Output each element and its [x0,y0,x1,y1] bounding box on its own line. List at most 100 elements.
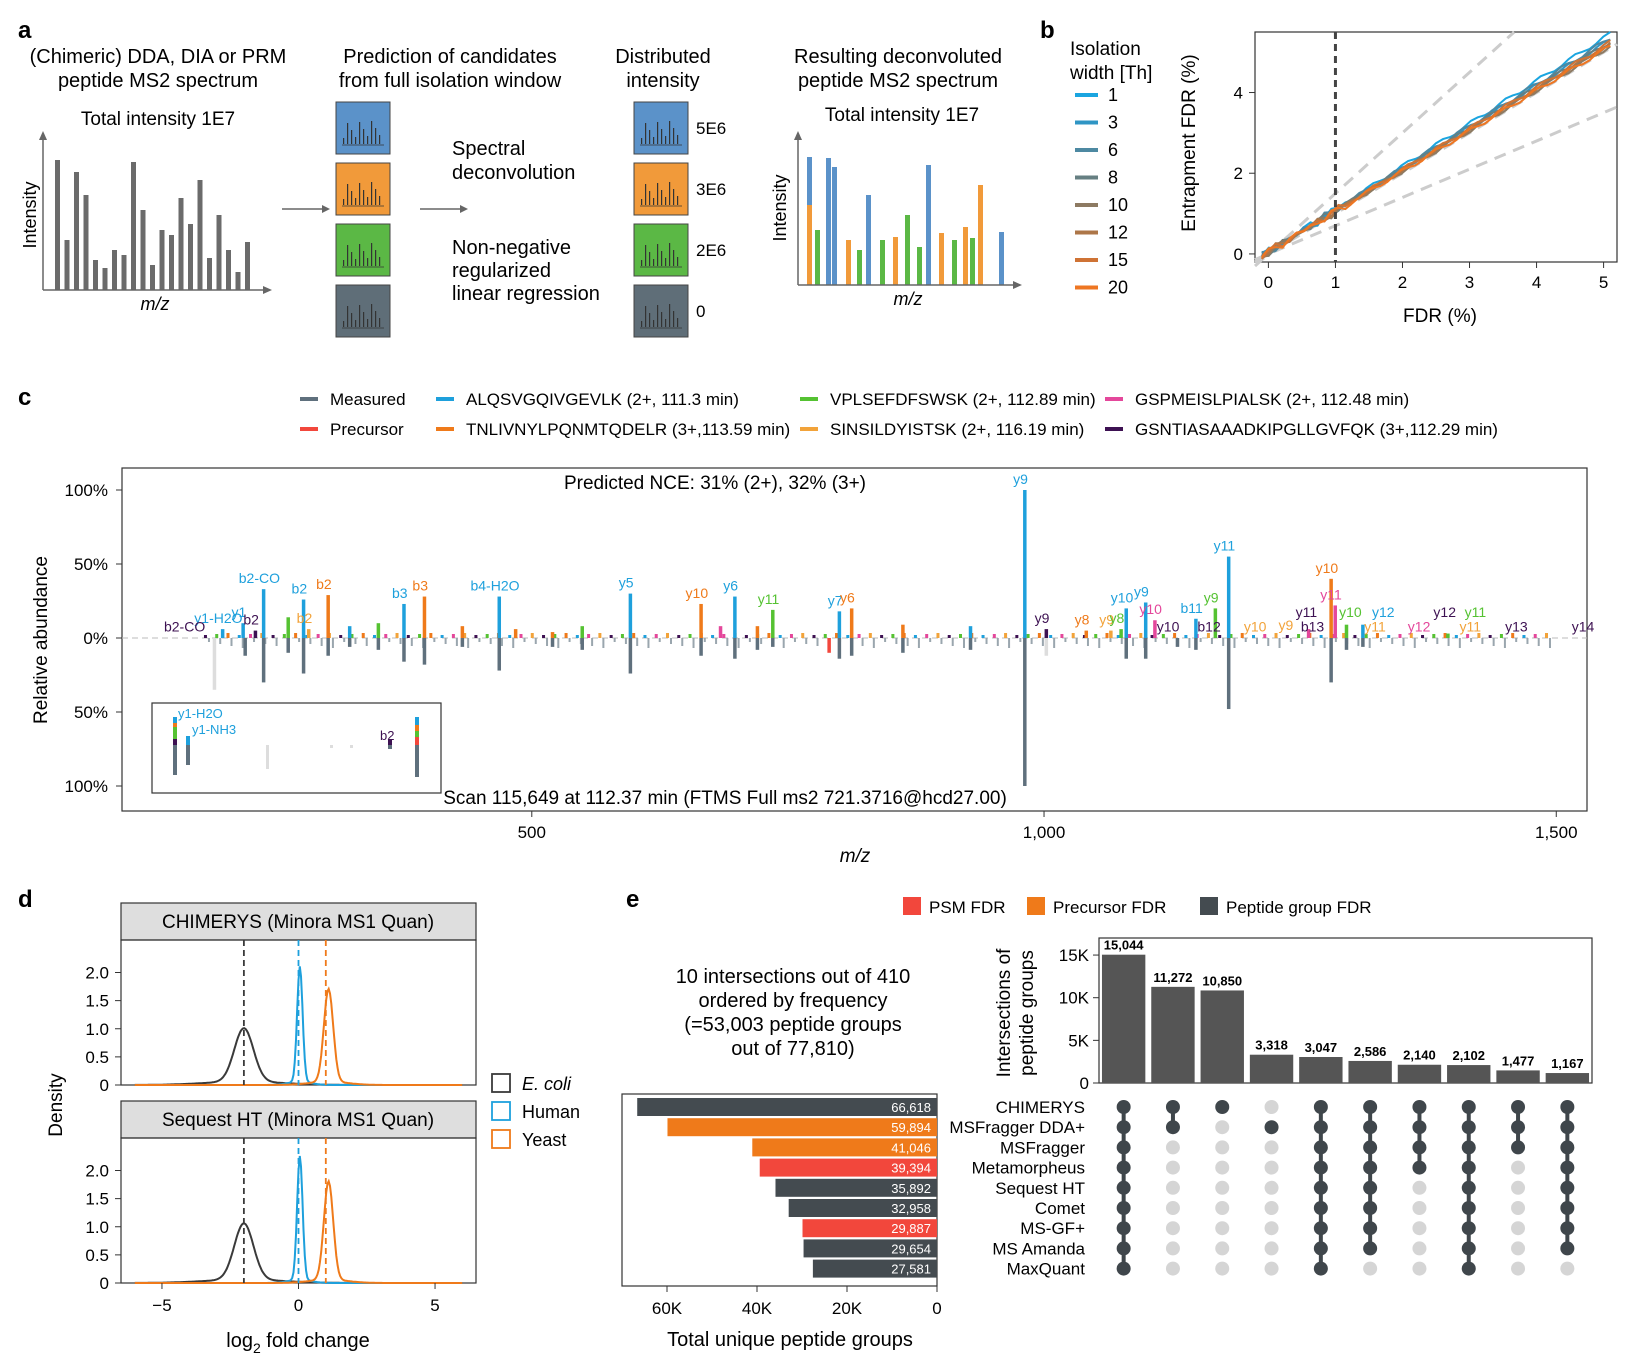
e-bar-y-tick-label: 10K [1059,989,1090,1008]
c-minor-peak [1398,634,1402,638]
c-predicted-peak [849,608,854,638]
e-matrix-dot-off [1215,1160,1230,1175]
c-peak-label: b4-H2O [470,578,519,594]
c-predicted-peak [550,632,555,638]
e-upset-bars: 15,044 11,272 10,850 3,318 3,047 2,586 2,140 2,… [1059,937,1593,1093]
c-minor-peak [1274,633,1278,638]
c-minor-peak [1342,633,1346,638]
c-peak-label: y11 [1214,538,1236,554]
c-measured-peak [699,638,703,656]
c-legend-label: SINSILDYISTSK (2+, 116.19 min) [830,420,1084,439]
c-peak-label: b13 [1301,619,1325,635]
c-minor-measured [816,638,819,646]
c-minor-measured [253,638,256,642]
tile-mini-peak [677,135,679,144]
c-minor-peak [1466,634,1470,638]
c-inset-label: y1-NH3 [192,722,236,737]
d-legend-swatch [491,1129,511,1149]
e-matrix-dot-off [1412,1221,1427,1236]
result-title-line1: Resulting deconvoluted [794,46,1002,68]
input-spectrum-peak [226,250,231,290]
c-peak-label: b12 [1197,619,1221,635]
distributed-tiles: 5E6 3E6 2E6 0 [633,101,726,338]
tile-mini-peak [375,128,377,144]
c-minor-peak [508,635,512,638]
tile-mini-peak [669,182,671,205]
c-minor-peak [542,635,546,638]
c-peak-label: b2-CO [164,619,205,635]
c-minor-peak [1443,633,1447,638]
input-spectrum-peak [131,162,136,290]
c-minor-peak [260,633,264,638]
tile-mini-peak [653,259,655,266]
panel-label-d: d [18,886,33,913]
e-matrix-dot-off [1264,1241,1279,1256]
c-predicted-peak [241,623,245,638]
c-minor-measured [1447,638,1450,646]
panel-label-c: c [18,384,31,411]
c-minor-peak [305,635,309,638]
c-minor-measured [805,638,808,644]
result-spectrum-peak [832,167,837,285]
result-y-arrow [794,131,802,140]
c-minor-peak [992,634,996,638]
e-intersection-bar [1397,1064,1442,1083]
tile-mini-peak [661,190,663,205]
result-spectrum-peak [939,233,944,285]
c-minor-measured [1120,638,1123,644]
tile-mini-peak [367,136,369,144]
c-minor-measured [1492,638,1495,646]
b-legend-label: 10 [1108,195,1128,215]
e-intersection-bar [1299,1057,1343,1083]
e-matrix-dot-off [1215,1120,1230,1135]
c-inset-peak [415,737,419,745]
tile-mini-peak [669,304,671,327]
c-predicted-peak [968,626,973,638]
e-matrix-dot-on [1363,1160,1378,1175]
e-total-bar [812,1259,937,1278]
c-minor-peak [643,635,647,638]
tile-mini-peak [649,252,651,266]
candidate-tile [633,101,689,155]
c-minor-measured [1357,638,1360,646]
result-x-label: m/z [894,289,923,309]
c-minor-measured [1481,638,1484,644]
tile-mini-peak [371,243,373,266]
c-predicted-peak [1124,608,1128,638]
c-minor-measured [692,638,695,648]
c-minor-measured [782,638,785,648]
result-spectrum-peak [905,215,910,285]
c-minor-peak [1082,635,1086,638]
tile-mini-peak [645,184,647,205]
c-inset-peak [388,739,392,745]
e-tool-name: MaxQuant [1007,1260,1086,1279]
tile-mini-peak [379,318,381,327]
e-matrix-dot-on [1461,1120,1476,1135]
c-minor-measured [793,638,796,642]
c-minor-peak [294,633,298,638]
e-total-bar [637,1098,937,1116]
e-matrix-dot-on [1412,1160,1427,1175]
c-predicted-peak [1143,602,1148,638]
d-legend-label: E. coli [522,1074,572,1094]
result-spectrum-peak [970,238,975,285]
e-matrix-dot-on [1560,1241,1575,1256]
e-legend: PSM FDR Precursor FDR Peptide group FDR [903,897,1372,917]
tile-mini-peak [641,199,643,205]
c-minor-peak [474,635,478,638]
result-spectrum-peak [999,232,1004,285]
e-matrix-dot-on [1116,1180,1131,1195]
c-predicted-peak [1109,630,1113,638]
c-minor-measured [354,638,357,644]
b-x-label: FDR (%) [1403,306,1477,327]
c-minor-measured [1515,638,1518,642]
panel-label-e: e [626,886,639,913]
e-matrix-dot-on [1313,1221,1328,1236]
c-minor-measured [760,638,763,644]
tile-mini-peak [641,138,643,144]
c-measured-peak [968,638,973,650]
result-spectrum-peak-overlay [807,205,812,285]
c-peak-label: y9 [1204,589,1219,605]
c-minor-peak [609,635,613,638]
c-measured-peak [1044,638,1049,656]
